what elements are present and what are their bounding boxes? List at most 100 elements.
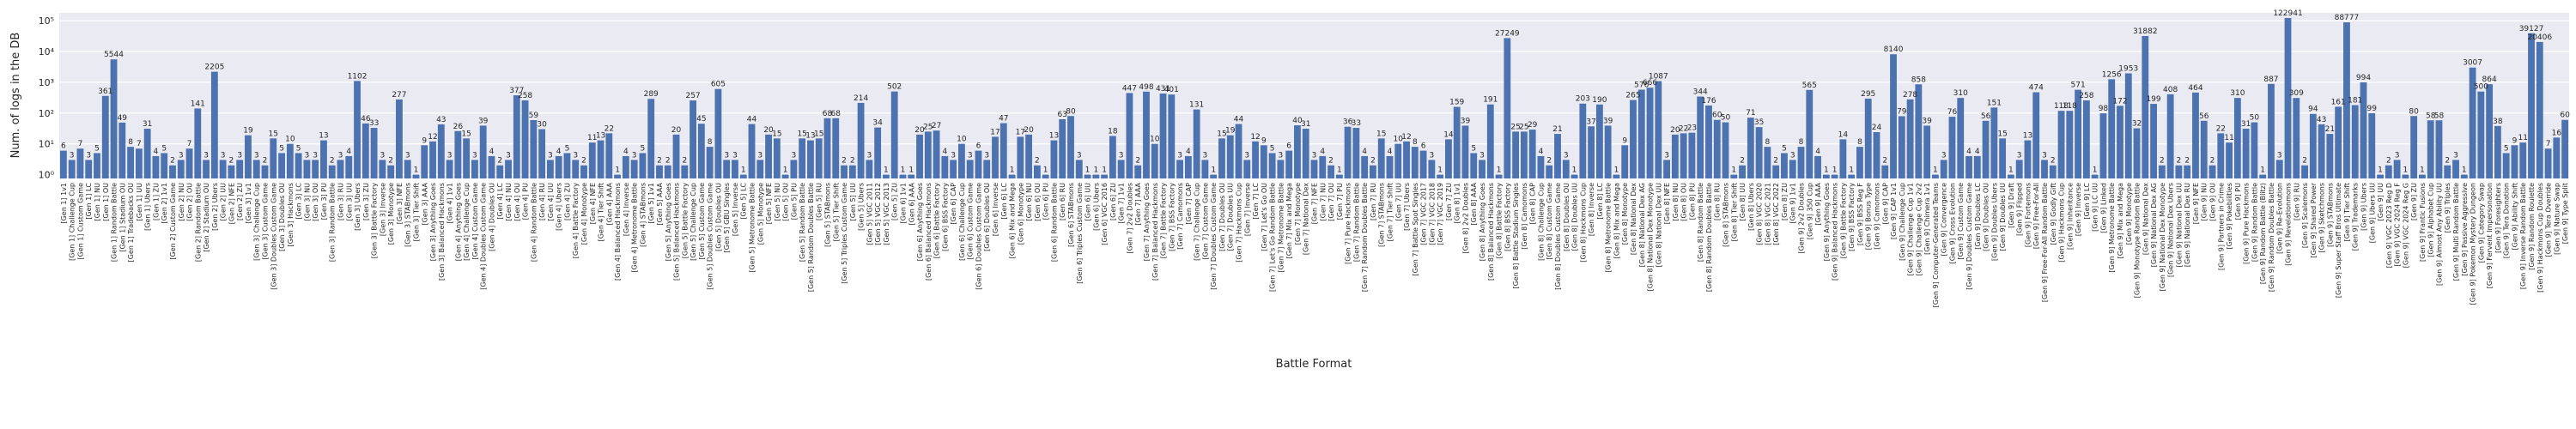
- value-label: 3: [1203, 151, 1208, 160]
- x-tick-label: [Gen 1] 1v1: [60, 183, 68, 224]
- value-label: 4: [942, 148, 947, 156]
- x-tick-label: [Gen 8] Battle Stadium Singles: [1512, 183, 1520, 289]
- bar: [1025, 134, 1033, 178]
- x-tick-label: [Gen 9] National Dex Ubers: [2167, 183, 2175, 277]
- x-tick-label: [Gen 9] LC: [2083, 183, 2091, 220]
- bar: [883, 174, 890, 178]
- value-label: 14: [1443, 130, 1454, 139]
- x-tick-label: [Gen 7] Random Doubles Battle: [1361, 183, 1369, 292]
- bar: [1873, 132, 1880, 178]
- x-tick-label: [Gen 5] Custom Game: [698, 183, 706, 260]
- bar: [1747, 118, 1754, 178]
- bar: [1806, 89, 1814, 178]
- bar: [2553, 137, 2561, 178]
- x-tick-label: [Gen 9] Battle Factory: [1839, 183, 1847, 258]
- bar: [1344, 126, 1352, 178]
- value-label: 1: [2008, 166, 2014, 175]
- value-label: 29: [1528, 121, 1538, 130]
- x-tick-label: [Gen 5] Balanced Hackmons: [673, 183, 681, 281]
- value-label: 20: [914, 126, 925, 135]
- bar: [1537, 155, 1545, 178]
- value-label: 1: [2093, 166, 2098, 175]
- bar: [690, 100, 696, 178]
- x-tick-label: [Gen 5] OU: [782, 183, 790, 221]
- x-tick-label: [Gen 9] Shared Power: [2310, 182, 2318, 257]
- bar: [823, 118, 831, 178]
- value-label: 2: [2184, 157, 2190, 166]
- x-tick-label: [Gen 9] Pokemon Mystery Dungeon: [2470, 183, 2477, 305]
- bar: [2024, 140, 2032, 178]
- x-tick-label: [Gen 4] Random Battle: [530, 183, 538, 262]
- x-tick-label: [Gen 4] RU: [538, 183, 546, 221]
- x-tick-label: [Gen 5] STABmons: [823, 183, 831, 247]
- value-label: 1: [414, 166, 419, 175]
- bar: [1663, 160, 1670, 178]
- bar: [505, 160, 512, 178]
- x-tick-label: [Gen 3] PU: [320, 183, 328, 220]
- x-tick-label: [Gen 8] Battle Factory: [1496, 183, 1504, 258]
- x-tick-label: [Gen 9] Super Staff Bros Ultimate: [2335, 183, 2342, 298]
- bar: [429, 141, 436, 178]
- value-label: 289: [644, 90, 659, 99]
- value-label: 1: [2378, 166, 2383, 175]
- x-tick-label: [Gen 6] Mix and Mega: [1009, 183, 1017, 259]
- x-tick-label: [Gen 9] Convergence: [1941, 183, 1948, 256]
- value-label: 1: [884, 166, 889, 175]
- x-tick-label: [Gen 9] Alphabet Cup: [2427, 183, 2435, 257]
- bar: [1856, 147, 1863, 178]
- bar: [1630, 100, 1637, 178]
- x-tick-label: [Gen 9] Random Roulette: [2528, 183, 2536, 270]
- bar: [2259, 174, 2267, 178]
- bar: [1479, 160, 1485, 178]
- value-label: 25: [1519, 123, 1528, 131]
- bar: [1898, 116, 1905, 178]
- bar: [1957, 98, 1965, 178]
- bar: [1848, 174, 1856, 178]
- bar: [2049, 165, 2057, 178]
- bar: [1252, 141, 1259, 178]
- bar: [1604, 125, 1612, 178]
- bar: [2251, 122, 2258, 178]
- bar: [2511, 145, 2518, 178]
- value-label: 3: [338, 151, 343, 160]
- value-label: 277: [392, 91, 406, 100]
- x-tick-label: [Gen 9] BSS Reg F: [1856, 183, 1864, 245]
- bar: [270, 138, 277, 178]
- value-label: 131: [1189, 101, 1204, 110]
- bar: [479, 125, 487, 178]
- value-label: 1: [1043, 166, 1048, 175]
- value-label: 6: [1421, 142, 1426, 151]
- x-tick-label: [Gen 9] Flipped: [2016, 183, 2024, 236]
- x-tick-label: [Gen 9] Pokebilities: [2226, 183, 2233, 250]
- value-label: 47: [999, 115, 1008, 124]
- bar: [2242, 129, 2250, 178]
- bar: [2158, 165, 2166, 178]
- bar: [2502, 153, 2510, 178]
- x-tick-label: [Gen 6] RU: [1059, 183, 1066, 221]
- x-tick-label: [Gen 9] Camomons: [1873, 183, 1880, 250]
- x-tick-label: [Gen 3] Custom Game: [262, 183, 270, 260]
- bar: [681, 165, 689, 178]
- x-tick-label: [Gen 9] Random Battle (Blitz): [2259, 183, 2267, 284]
- bar: [203, 160, 210, 178]
- value-label: 464: [2188, 84, 2202, 93]
- bar: [2200, 120, 2208, 178]
- value-label: 502: [887, 83, 902, 92]
- bar: [2032, 92, 2040, 178]
- value-label: 4: [1815, 148, 1820, 156]
- x-tick-label: [Gen 4] Tier Shift: [598, 183, 605, 241]
- x-tick-label: [Gen 8] Monotype: [1621, 183, 1629, 245]
- x-tick-label: [Gen 4] Ubers: [556, 183, 563, 231]
- bar: [1781, 153, 1788, 178]
- value-label: 258: [518, 92, 532, 100]
- value-label: 3: [1077, 151, 1082, 160]
- bar: [1067, 116, 1074, 178]
- bar: [286, 143, 294, 178]
- value-label: 33: [1352, 119, 1361, 128]
- x-tick-label: [Gen 1] Random Battle: [111, 183, 118, 262]
- x-tick-label: [Gen 7] Doubles OU: [1218, 183, 1226, 251]
- value-label: 12: [1250, 133, 1260, 142]
- bar: [1428, 160, 1436, 178]
- x-tick-label: [Gen 9] Sketchmons: [2318, 183, 2326, 253]
- value-label: 3: [573, 151, 578, 160]
